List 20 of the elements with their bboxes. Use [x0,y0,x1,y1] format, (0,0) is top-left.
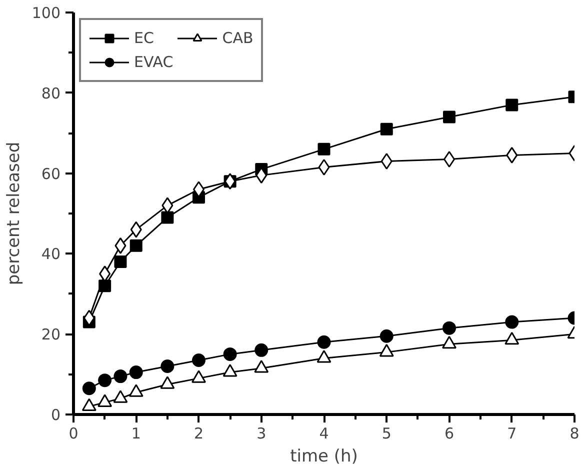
x-tick-label: 4 [319,424,329,442]
y-tick-label: 20 [41,326,61,344]
x-axis-title: time (h) [290,446,358,466]
legend-label: CAB [222,29,254,47]
y-axis-title: percent released [4,142,24,286]
x-tick-label: 8 [570,424,580,442]
x-tick-label: 1 [131,424,141,442]
y-tick-label: 0 [50,406,61,424]
legend-label: EVAC [134,53,174,71]
y-tick-label: 40 [41,245,61,264]
y-tick-label: 80 [41,84,61,102]
x-tick-label: 3 [256,424,266,442]
x-tick-label: 6 [444,424,454,442]
x-tick-label: 0 [68,424,78,442]
x-tick-label: 5 [382,424,392,442]
legend-label: EC [134,29,154,47]
y-tick-label: 100 [32,4,61,22]
x-tick-label: 2 [194,424,204,442]
x-tick-label: 7 [507,424,517,442]
y-tick-label: 60 [41,164,61,183]
